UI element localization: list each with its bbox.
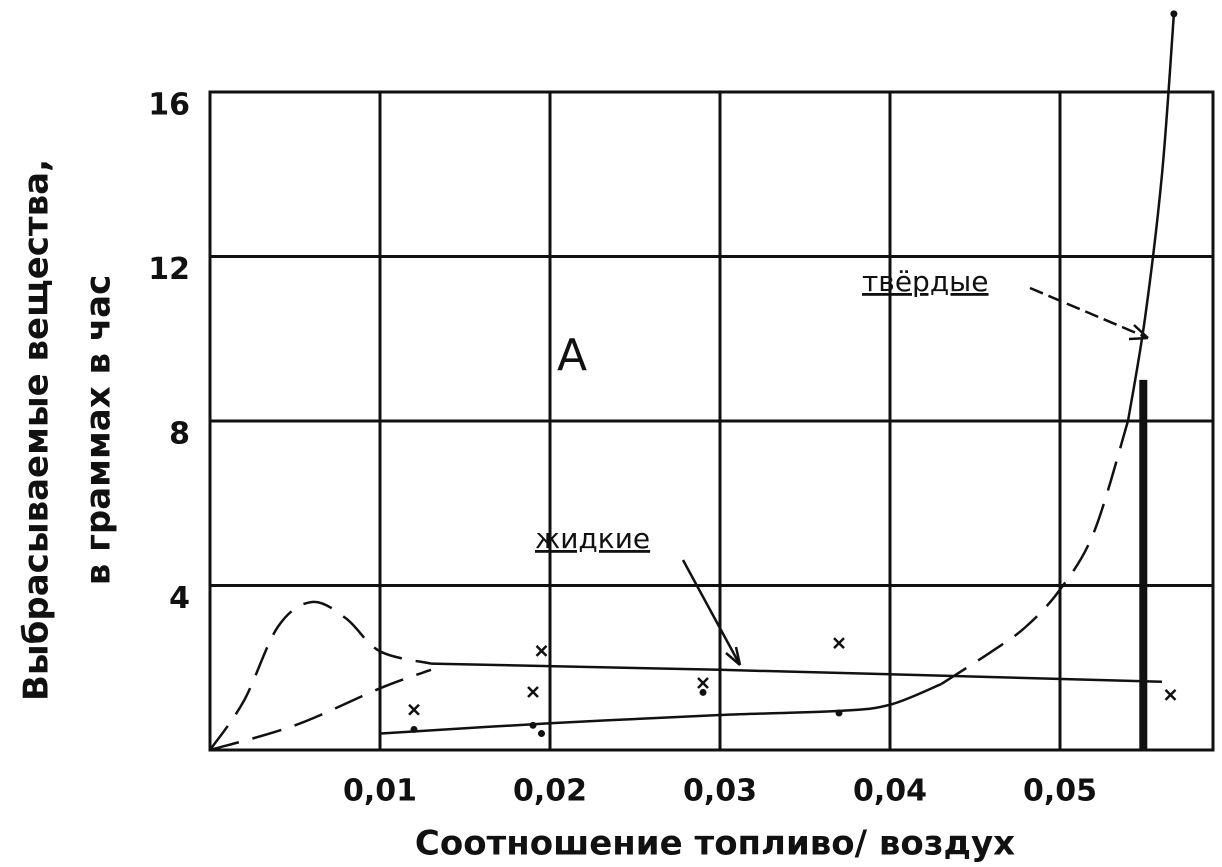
- annotation: твёрдые: [862, 265, 989, 298]
- line: [379, 683, 942, 735]
- dot-marker: [1170, 10, 1178, 18]
- bar: [1139, 379, 1148, 750]
- cross-marker: [1164, 689, 1177, 701]
- dot-marker: [835, 709, 843, 717]
- cross-marker: [535, 645, 548, 657]
- x-tick-label: 0,04: [853, 774, 927, 809]
- y-tick-label: 12: [148, 252, 190, 287]
- x-tick-label: 0,03: [683, 774, 757, 809]
- line: [208, 600, 432, 751]
- y-tick-label: 4: [169, 581, 190, 616]
- line: [1126, 13, 1176, 422]
- dot-marker: [699, 688, 707, 696]
- y-tick-label: 8: [169, 417, 190, 452]
- cross-marker: [833, 637, 845, 649]
- cross-marker: [697, 677, 709, 689]
- arrow: [1029, 286, 1149, 340]
- dot-marker: [538, 730, 545, 738]
- cross-marker: [408, 703, 420, 716]
- x-tick-label: 0,01: [343, 774, 417, 809]
- dot-marker: [410, 725, 418, 733]
- y-axis-title: в граммах в час: [79, 275, 119, 585]
- titles: Соотношение топливо/ воздух Выбрасываемы…: [17, 159, 1016, 864]
- line: [209, 668, 432, 752]
- dot-marker: [529, 721, 537, 729]
- annotation: жидкие: [535, 522, 650, 555]
- cross-marker: [527, 686, 539, 698]
- arrow: [681, 559, 742, 666]
- x-axis-title: Соотношение топливо/ воздух: [415, 824, 1015, 864]
- arrow-head: [725, 646, 742, 666]
- arrow-head: [1128, 324, 1149, 341]
- annotation: A: [557, 330, 587, 381]
- x-tick-label: 0,02: [513, 774, 587, 809]
- y-tick-label: 16: [148, 88, 190, 123]
- x-tick-label: 0,05: [1023, 774, 1097, 809]
- y-axis-title: Выбрасываемые вещества,: [17, 159, 57, 701]
- line: [940, 420, 1130, 686]
- line: [430, 662, 1163, 683]
- arrows: [681, 286, 1149, 666]
